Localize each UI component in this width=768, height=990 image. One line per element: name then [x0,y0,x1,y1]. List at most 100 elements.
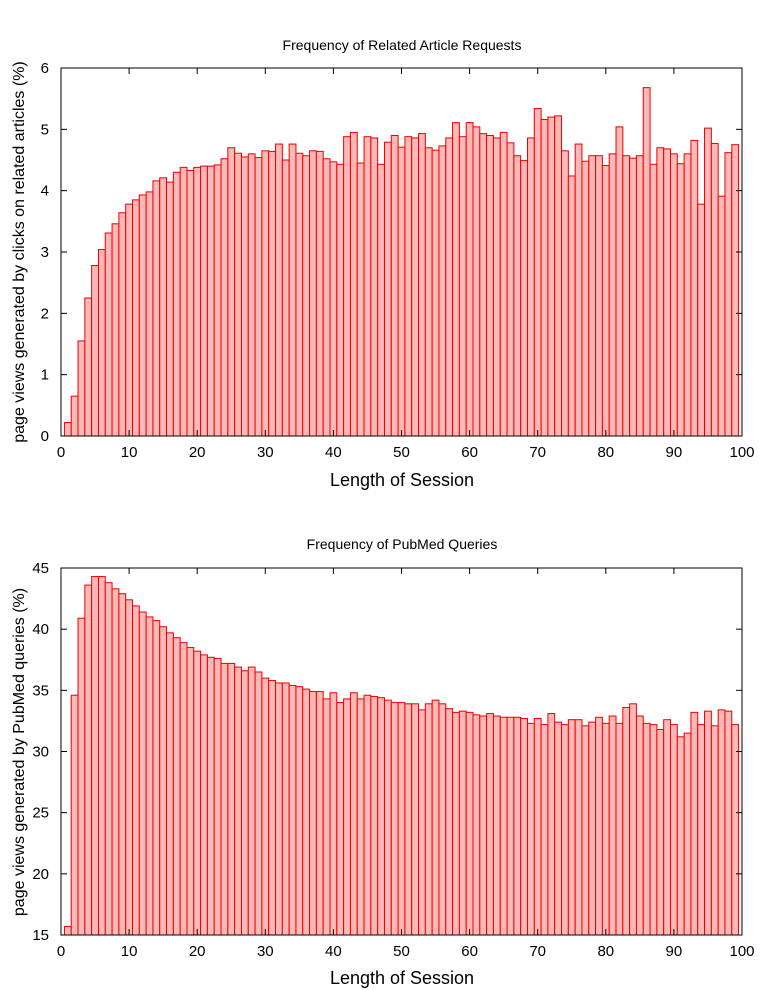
bar-session-66 [506,716,515,936]
bar-session-24 [220,158,229,437]
bar-session-69 [526,137,535,437]
bar-session-96 [710,725,719,936]
bar-session-91 [676,736,685,936]
bar-session-14 [152,180,161,437]
bar-session-79 [595,716,603,936]
bar-session-23 [213,164,222,437]
bar-session-39 [322,698,331,936]
bar-session-90 [670,724,678,936]
y-tick-label: 45 [32,560,49,577]
bar-session-85 [635,155,644,437]
bar-session-48 [383,141,392,437]
bar-session-84 [629,703,637,936]
bar-session-54 [424,703,433,936]
bar-session-88 [656,728,665,936]
bar-session-92 [683,153,692,437]
bar-session-42 [343,136,351,437]
x-tick-label: 60 [461,444,478,461]
bar-session-71 [540,119,549,437]
bar-session-34 [288,684,297,936]
y-tick-label: 15 [32,927,49,944]
bar-session-9 [118,593,127,936]
bar-session-88 [656,147,665,437]
bar-session-77 [581,160,590,437]
bar-session-11 [132,605,140,936]
y-axis-ticks: 15 20 25 30 35 40 45 [32,560,742,944]
bar-session-17 [172,637,181,936]
bar-session-26 [234,152,242,437]
bar-session-78 [588,155,597,437]
bar-session-53 [418,709,426,936]
bar-session-38 [315,691,324,936]
bar-session-25 [227,147,236,437]
y-tick-label: 40 [32,621,49,638]
chart-title: Frequency of PubMed Queries [307,536,498,552]
bar-session-51 [404,136,413,437]
bar-session-1 [63,925,72,936]
bar-session-27 [240,670,249,936]
bar-session-6 [97,576,106,936]
bar-session-22 [206,165,215,437]
bar-session-22 [206,656,215,936]
bar-session-87 [649,163,658,437]
y-axis-label: page views generated by PubMed queries (… [11,588,28,916]
bar-session-92 [683,732,692,936]
bar-session-10 [125,203,134,437]
bar-session-39 [322,158,331,437]
bar-session-2 [70,694,79,936]
bar-session-44 [356,162,365,437]
bar-session-64 [492,715,501,936]
bar-session-36 [302,688,311,936]
bar-session-7 [104,232,113,437]
bar-session-14 [152,620,161,936]
y-tick-label: 20 [32,866,49,883]
bar-session-15 [159,177,168,437]
bar-session-76 [574,143,583,437]
bar-session-5 [91,264,99,437]
bar-session-31 [268,150,277,437]
bar-session-84 [629,157,637,437]
bar-session-46 [370,695,379,936]
bar-session-43 [349,692,358,936]
bar-session-46 [370,137,379,437]
bar-session-65 [499,131,508,437]
bar-session-63 [486,134,494,437]
bar-session-49 [390,702,399,936]
x-tick-label: 30 [257,444,274,461]
x-axis-label: Length of Session [330,968,474,988]
x-tick-label: 0 [57,943,65,960]
bar-session-52 [411,137,420,437]
x-tick-label: 90 [666,444,683,461]
bar-session-23 [213,658,222,936]
chart-pubmed-queries: Frequency of PubMed Queries 0 10 20 30 40 50 6… [11,536,755,988]
bar-session-12 [138,611,147,936]
bar-session-54 [424,147,433,437]
x-tick-label: 20 [189,943,206,960]
y-tick-label: 0 [41,428,49,445]
x-tick-label: 100 [729,444,754,461]
bar-session-87 [649,724,658,936]
bar-session-41 [336,702,345,936]
bar-session-59 [458,710,467,936]
y-tick-label: 1 [41,367,49,384]
bar-session-49 [390,134,399,437]
bar-session-3 [77,617,86,936]
bar-session-32 [275,682,283,936]
bar-session-74 [561,150,569,437]
bar-session-4 [84,297,93,437]
bar-session-41 [336,163,345,437]
x-tick-label: 80 [597,444,614,461]
bar-session-59 [458,136,467,437]
bar-session-48 [383,699,392,936]
x-tick-label: 30 [257,943,274,960]
bar-session-56 [438,703,447,936]
bar-session-55 [431,699,440,936]
bar-session-90 [670,153,678,437]
bar-session-98 [724,152,733,437]
bar-session-71 [540,724,549,936]
bar-session-38 [315,150,324,437]
bar-session-82 [615,126,624,437]
bar-session-99 [731,724,740,936]
x-tick-label: 70 [529,943,546,960]
bar-session-62 [479,715,488,936]
